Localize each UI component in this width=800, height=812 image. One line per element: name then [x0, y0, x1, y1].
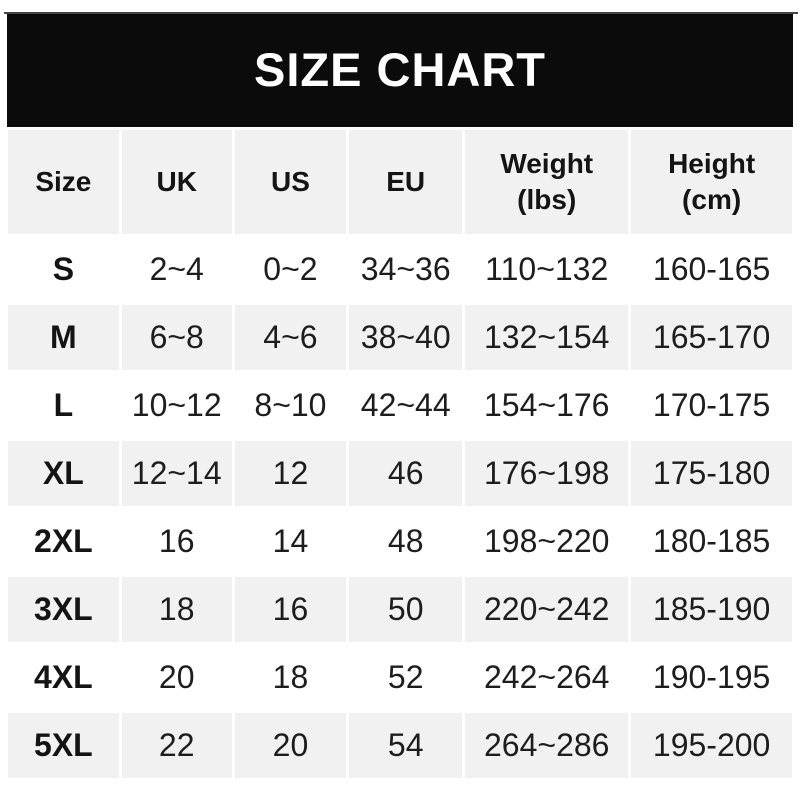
- col-header-us: US: [234, 130, 347, 234]
- cell-uk: 22: [121, 713, 232, 778]
- cell-height: 190-195: [631, 645, 792, 710]
- cell-weight: 198~220: [465, 509, 629, 574]
- cell-uk: 6~8: [121, 305, 232, 370]
- cell-uk: 16: [121, 509, 232, 574]
- cell-height: 185-190: [631, 577, 792, 642]
- cell-us: 18: [234, 645, 347, 710]
- table-row: 2XL 16 14 48 198~220 180-185: [8, 509, 792, 574]
- cell-eu: 42~44: [349, 373, 463, 438]
- cell-eu: 54: [349, 713, 463, 778]
- cell-height: 180-185: [631, 509, 792, 574]
- row-size-label: 5XL: [8, 713, 119, 778]
- cell-eu: 38~40: [349, 305, 463, 370]
- table-row: XL 12~14 12 46 176~198 175-180: [8, 441, 792, 506]
- cell-us: 20: [234, 713, 347, 778]
- header-row: Size UK US EU Weight (lbs) Height (cm): [8, 130, 792, 234]
- cell-weight: 132~154: [465, 305, 629, 370]
- cell-eu: 50: [349, 577, 463, 642]
- col-header-sub: (lbs): [517, 184, 577, 215]
- cell-height: 175-180: [631, 441, 792, 506]
- cell-us: 12: [234, 441, 347, 506]
- col-header-weight: Weight (lbs): [465, 130, 629, 234]
- col-header-sub: (cm): [682, 184, 742, 215]
- cell-weight: 110~132: [465, 237, 629, 302]
- row-size-label: L: [8, 373, 119, 438]
- cell-us: 8~10: [234, 373, 347, 438]
- col-header-label: US: [270, 165, 310, 197]
- cell-eu: 34~36: [349, 237, 463, 302]
- cell-uk: 2~4: [121, 237, 232, 302]
- cell-height: 170-175: [631, 373, 792, 438]
- row-size-label: S: [8, 237, 119, 302]
- col-header-uk: UK: [121, 130, 232, 234]
- col-header-label: Weight: [500, 147, 594, 179]
- cell-weight: 242~264: [465, 645, 629, 710]
- cell-eu: 46: [349, 441, 463, 506]
- cell-weight: 176~198: [465, 441, 629, 506]
- cell-uk: 20: [121, 645, 232, 710]
- row-size-label: 3XL: [8, 577, 119, 642]
- table-row: M 6~8 4~6 38~40 132~154 165-170: [8, 305, 792, 370]
- cell-us: 0~2: [234, 237, 347, 302]
- cell-weight: 264~286: [465, 713, 629, 778]
- col-header-label: Height: [668, 147, 756, 179]
- cell-height: 165-170: [631, 305, 792, 370]
- row-size-label: 2XL: [8, 509, 119, 574]
- table-row: L 10~12 8~10 42~44 154~176 170-175: [8, 373, 792, 438]
- cell-us: 14: [234, 509, 347, 574]
- banner: SIZE CHART: [7, 12, 793, 127]
- cell-uk: 12~14: [121, 441, 232, 506]
- cell-uk: 10~12: [121, 373, 232, 438]
- cell-us: 4~6: [234, 305, 347, 370]
- row-size-label: XL: [8, 441, 119, 506]
- table-row: 3XL 18 16 50 220~242 185-190: [8, 577, 792, 642]
- cell-weight: 154~176: [465, 373, 629, 438]
- col-header-eu: EU: [349, 130, 463, 234]
- col-header-label: Size: [35, 165, 92, 197]
- cell-eu: 48: [349, 509, 463, 574]
- top-border-line: [4, 12, 798, 14]
- cell-weight: 220~242: [465, 577, 629, 642]
- cell-uk: 18: [121, 577, 232, 642]
- cell-height: 195-200: [631, 713, 792, 778]
- cell-height: 160-165: [631, 237, 792, 302]
- col-header-label: UK: [156, 165, 197, 197]
- col-header-size: Size: [8, 130, 119, 234]
- page-title: SIZE CHART: [254, 43, 546, 96]
- row-size-label: 4XL: [8, 645, 119, 710]
- size-chart-table: Size UK US EU Weight (lbs) Height (cm): [5, 127, 795, 781]
- table-row: S 2~4 0~2 34~36 110~132 160-165: [8, 237, 792, 302]
- cell-eu: 52: [349, 645, 463, 710]
- table-row: 4XL 20 18 52 242~264 190-195: [8, 645, 792, 710]
- col-header-label: EU: [386, 165, 426, 197]
- col-header-height: Height (cm): [631, 130, 792, 234]
- table-row: 5XL 22 20 54 264~286 195-200: [8, 713, 792, 778]
- row-size-label: M: [8, 305, 119, 370]
- cell-us: 16: [234, 577, 347, 642]
